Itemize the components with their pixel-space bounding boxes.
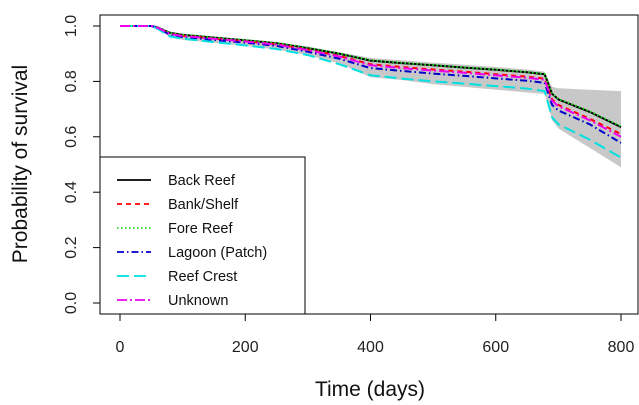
y-axis-title: Probability of survival — [9, 65, 32, 263]
x-tick-label: 800 — [608, 339, 635, 356]
y-tick-label: 0.4 — [63, 181, 80, 203]
legend-box — [99, 156, 306, 315]
legend-label: Unknown — [168, 293, 228, 309]
series-line-lagoon-patch — [120, 25, 622, 144]
legend-label: Back Reef — [168, 173, 236, 189]
legend-label: Lagoon (Patch) — [168, 245, 267, 261]
x-tick-label: 600 — [482, 339, 509, 356]
legend-label: Reef Crest — [168, 269, 237, 285]
x-tick-label: 200 — [232, 339, 259, 356]
x-tick-label: 400 — [357, 339, 384, 356]
legend-items: Back Reef Bank/Shelf Fore Reef Lagoon (Patc… — [117, 173, 267, 309]
confidence-band — [120, 26, 621, 168]
legend: Back Reef Bank/Shelf Fore Reef Lagoon (Patc… — [99, 156, 306, 315]
x-axis-title: Time (days) — [315, 378, 425, 401]
x-tick-label: 0 — [116, 339, 125, 356]
y-tick-label: 0.8 — [63, 70, 80, 92]
y-tick-label: 0.0 — [63, 292, 80, 314]
legend-label: Fore Reef — [168, 221, 233, 237]
series-layer — [120, 25, 622, 159]
legend-label: Bank/Shelf — [168, 197, 239, 213]
confidence-band-layer — [120, 26, 621, 168]
y-tick-label: 0.6 — [63, 126, 80, 148]
series-line-reef-crest — [120, 25, 622, 159]
series-line-unknown — [120, 25, 622, 138]
y-tick-label: 0.2 — [63, 236, 80, 258]
y-tick-label: 1.0 — [63, 15, 80, 37]
